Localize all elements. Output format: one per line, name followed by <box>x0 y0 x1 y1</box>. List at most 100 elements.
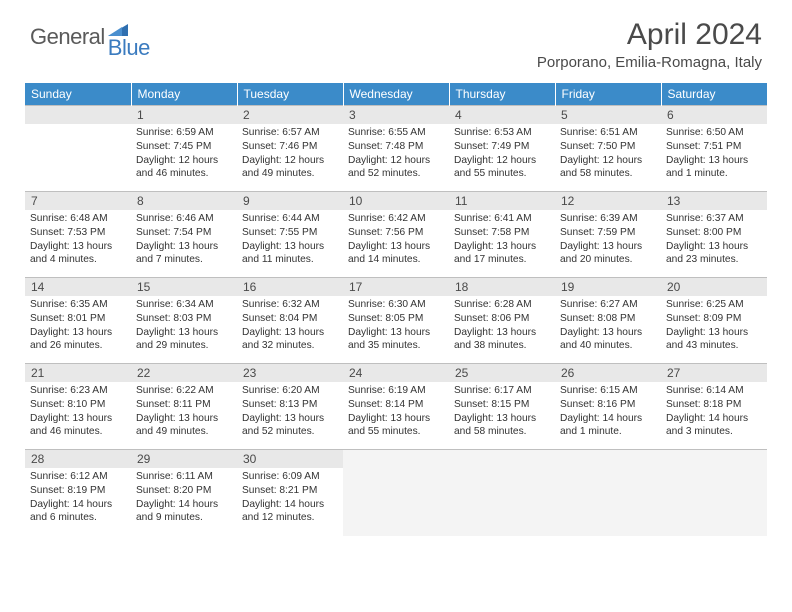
calendar-day-cell: 23 Sunrise: 6:20 AMSunset: 8:13 PMDayligh… <box>237 364 343 450</box>
day-number-empty <box>449 450 555 468</box>
sunrise-text: Sunrise: 6:12 AM <box>30 470 126 484</box>
day-details: Sunrise: 6:59 AMSunset: 7:45 PMDaylight:… <box>131 124 237 185</box>
day-details: Sunrise: 6:19 AMSunset: 8:14 PMDaylight:… <box>343 382 449 443</box>
sunrise-text: Sunrise: 6:20 AM <box>242 384 338 398</box>
day-details: Sunrise: 6:32 AMSunset: 8:04 PMDaylight:… <box>237 296 343 357</box>
day-number-empty <box>661 450 767 468</box>
day-number: 12 <box>555 192 661 210</box>
daylight-text: Daylight: 12 hours and 52 minutes. <box>348 154 444 182</box>
calendar-week-row: 1Sunrise: 6:59 AMSunset: 7:45 PMDaylight… <box>25 106 767 192</box>
sunset-text: Sunset: 8:04 PM <box>242 312 338 326</box>
calendar-week-row: 28Sunrise: 6:12 AMSunset: 8:19 PMDayligh… <box>25 450 767 536</box>
sunrise-text: Sunrise: 6:53 AM <box>454 126 550 140</box>
sunrise-text: Sunrise: 6:34 AM <box>136 298 232 312</box>
logo-text-general: General <box>30 24 105 50</box>
sunset-text: Sunset: 8:08 PM <box>560 312 656 326</box>
calendar-day-cell: 2Sunrise: 6:57 AMSunset: 7:46 PMDaylight… <box>237 106 343 192</box>
daylight-text: Daylight: 13 hours and 20 minutes. <box>560 240 656 268</box>
calendar-day-cell <box>555 450 661 536</box>
day-number: 1 <box>131 106 237 124</box>
sunset-text: Sunset: 8:03 PM <box>136 312 232 326</box>
sunrise-text: Sunrise: 6:44 AM <box>242 212 338 226</box>
weekday-header: Thursday <box>449 83 555 106</box>
weekday-header: Sunday <box>25 83 131 106</box>
sunrise-text: Sunrise: 6:09 AM <box>242 470 338 484</box>
day-number: 15 <box>131 278 237 296</box>
day-details: Sunrise: 6:51 AMSunset: 7:50 PMDaylight:… <box>555 124 661 185</box>
sunrise-text: Sunrise: 6:48 AM <box>30 212 126 226</box>
sunrise-text: Sunrise: 6:42 AM <box>348 212 444 226</box>
calendar-day-cell <box>25 106 131 192</box>
sunrise-text: Sunrise: 6:14 AM <box>666 384 762 398</box>
day-number: 6 <box>661 106 767 124</box>
calendar-day-cell: 14Sunrise: 6:35 AMSunset: 8:01 PMDayligh… <box>25 278 131 364</box>
sunrise-text: Sunrise: 6:22 AM <box>136 384 232 398</box>
sunset-text: Sunset: 8:09 PM <box>666 312 762 326</box>
day-number: 22 <box>131 364 237 382</box>
calendar-day-cell <box>661 450 767 536</box>
day-number: 25 <box>449 364 555 382</box>
day-number-empty <box>343 450 449 468</box>
day-number: 30 <box>237 450 343 468</box>
day-details: Sunrise: 6:35 AMSunset: 8:01 PMDaylight:… <box>25 296 131 357</box>
daylight-text: Daylight: 14 hours and 3 minutes. <box>666 412 762 440</box>
daylight-text: Daylight: 13 hours and 29 minutes. <box>136 326 232 354</box>
weekday-header: Friday <box>555 83 661 106</box>
day-details: Sunrise: 6:44 AMSunset: 7:55 PMDaylight:… <box>237 210 343 271</box>
day-details: Sunrise: 6:15 AMSunset: 8:16 PMDaylight:… <box>555 382 661 443</box>
sunset-text: Sunset: 8:13 PM <box>242 398 338 412</box>
sunrise-text: Sunrise: 6:11 AM <box>136 470 232 484</box>
daylight-text: Daylight: 13 hours and 7 minutes. <box>136 240 232 268</box>
calendar-day-cell: 3Sunrise: 6:55 AMSunset: 7:48 PMDaylight… <box>343 106 449 192</box>
page-title: April 2024 <box>537 18 762 52</box>
day-details: Sunrise: 6:14 AMSunset: 8:18 PMDaylight:… <box>661 382 767 443</box>
calendar-table: SundayMondayTuesdayWednesdayThursdayFrid… <box>25 83 767 536</box>
day-details: Sunrise: 6:25 AMSunset: 8:09 PMDaylight:… <box>661 296 767 357</box>
day-number-empty <box>25 106 131 124</box>
title-block: April 2024 Porporano, Emilia-Romagna, It… <box>537 18 762 71</box>
day-details: Sunrise: 6:39 AMSunset: 7:59 PMDaylight:… <box>555 210 661 271</box>
sunset-text: Sunset: 8:18 PM <box>666 398 762 412</box>
sunset-text: Sunset: 7:56 PM <box>348 226 444 240</box>
sunrise-text: Sunrise: 6:28 AM <box>454 298 550 312</box>
day-details: Sunrise: 6:09 AMSunset: 8:21 PMDaylight:… <box>237 468 343 529</box>
daylight-text: Daylight: 13 hours and 40 minutes. <box>560 326 656 354</box>
calendar-day-cell: 4Sunrise: 6:53 AMSunset: 7:49 PMDaylight… <box>449 106 555 192</box>
day-details: Sunrise: 6:30 AMSunset: 8:05 PMDaylight:… <box>343 296 449 357</box>
sunset-text: Sunset: 7:53 PM <box>30 226 126 240</box>
day-number: 20 <box>661 278 767 296</box>
day-details: Sunrise: 6:27 AMSunset: 8:08 PMDaylight:… <box>555 296 661 357</box>
day-number: 3 <box>343 106 449 124</box>
location-text: Porporano, Emilia-Romagna, Italy <box>537 54 762 71</box>
day-number: 13 <box>661 192 767 210</box>
day-details: Sunrise: 6:34 AMSunset: 8:03 PMDaylight:… <box>131 296 237 357</box>
calendar-day-cell: 17Sunrise: 6:30 AMSunset: 8:05 PMDayligh… <box>343 278 449 364</box>
day-number: 9 <box>237 192 343 210</box>
calendar-week-row: 21Sunrise: 6:23 AMSunset: 8:10 PMDayligh… <box>25 364 767 450</box>
day-number: 14 <box>25 278 131 296</box>
day-number: 27 <box>661 364 767 382</box>
day-number: 23 <box>237 364 343 382</box>
weekday-header-row: SundayMondayTuesdayWednesdayThursdayFrid… <box>25 83 767 106</box>
sunset-text: Sunset: 7:48 PM <box>348 140 444 154</box>
daylight-text: Daylight: 12 hours and 55 minutes. <box>454 154 550 182</box>
calendar-day-cell <box>449 450 555 536</box>
sunset-text: Sunset: 8:11 PM <box>136 398 232 412</box>
daylight-text: Daylight: 13 hours and 17 minutes. <box>454 240 550 268</box>
sunset-text: Sunset: 7:45 PM <box>136 140 232 154</box>
sunset-text: Sunset: 7:51 PM <box>666 140 762 154</box>
calendar-day-cell: 6Sunrise: 6:50 AMSunset: 7:51 PMDaylight… <box>661 106 767 192</box>
day-number: 24 <box>343 364 449 382</box>
daylight-text: Daylight: 13 hours and 52 minutes. <box>242 412 338 440</box>
day-number: 11 <box>449 192 555 210</box>
sunset-text: Sunset: 7:46 PM <box>242 140 338 154</box>
sunset-text: Sunset: 8:06 PM <box>454 312 550 326</box>
sunset-text: Sunset: 7:58 PM <box>454 226 550 240</box>
daylight-text: Daylight: 14 hours and 1 minute. <box>560 412 656 440</box>
daylight-text: Daylight: 13 hours and 38 minutes. <box>454 326 550 354</box>
day-number-empty <box>555 450 661 468</box>
calendar-day-cell: 10Sunrise: 6:42 AMSunset: 7:56 PMDayligh… <box>343 192 449 278</box>
daylight-text: Daylight: 12 hours and 58 minutes. <box>560 154 656 182</box>
sunrise-text: Sunrise: 6:35 AM <box>30 298 126 312</box>
calendar-day-cell: 1Sunrise: 6:59 AMSunset: 7:45 PMDaylight… <box>131 106 237 192</box>
